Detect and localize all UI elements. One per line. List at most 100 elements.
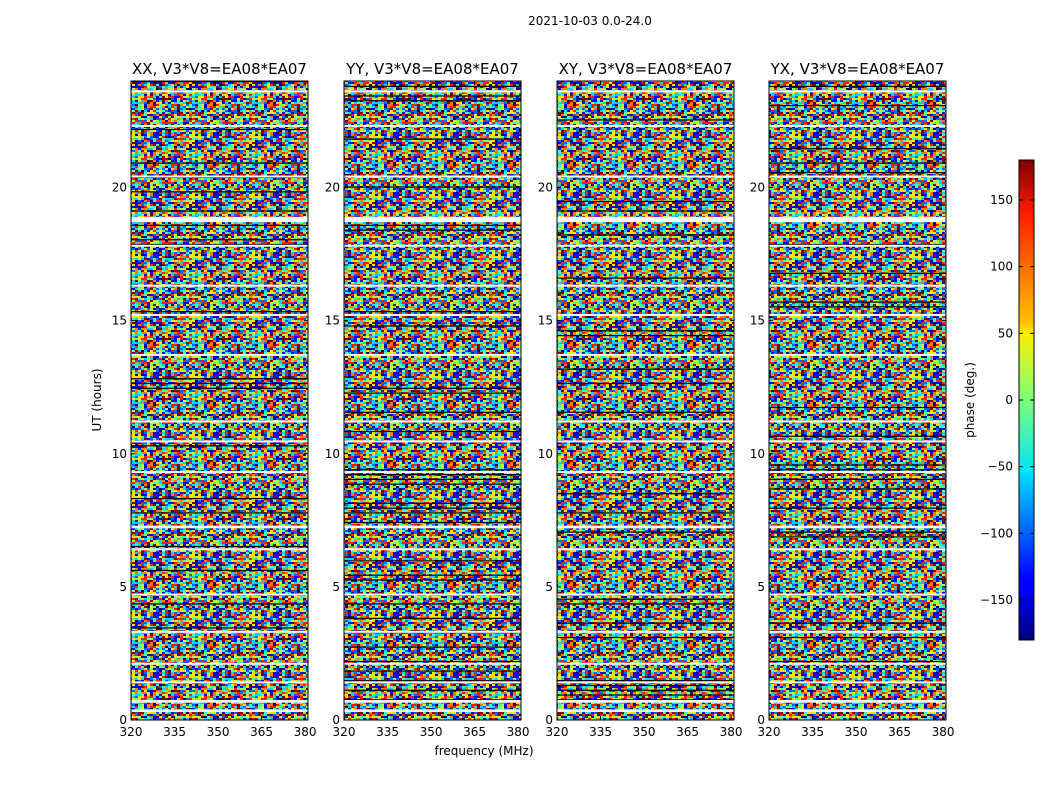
colorbar-label: phase (deg.) bbox=[963, 362, 977, 438]
flagged-band bbox=[344, 313, 521, 316]
row-band bbox=[557, 598, 734, 600]
flagged-band bbox=[131, 175, 308, 178]
y-tick-label: 0 bbox=[119, 713, 127, 727]
y-tick-label: 15 bbox=[112, 314, 127, 328]
panel-title: YY, V3*V8=EA08*EA07 bbox=[345, 60, 519, 78]
row-band bbox=[344, 512, 521, 514]
flagged-band bbox=[344, 90, 521, 93]
x-tick-label: 335 bbox=[163, 725, 186, 739]
row-band bbox=[557, 368, 734, 370]
row-band bbox=[557, 330, 734, 332]
row-band bbox=[131, 311, 308, 313]
row-band bbox=[769, 478, 946, 480]
flagged-band bbox=[131, 471, 308, 474]
flagged-band bbox=[769, 630, 946, 633]
y-tick-label: 20 bbox=[112, 181, 127, 195]
flagged-band bbox=[131, 525, 308, 529]
x-tick-label: 335 bbox=[376, 725, 399, 739]
flagged-band bbox=[769, 700, 946, 703]
row-band bbox=[344, 392, 521, 394]
row-band bbox=[344, 387, 521, 389]
row-band bbox=[769, 148, 946, 150]
flagged-band bbox=[557, 175, 734, 178]
panels-layer: XX, V3*V8=EA08*EA07 320 335 350 365 380 0 5 10 15… bbox=[112, 60, 955, 739]
row-band bbox=[557, 622, 734, 624]
row-band bbox=[769, 469, 946, 471]
x-tick-label: 365 bbox=[463, 725, 486, 739]
row-band bbox=[344, 311, 521, 313]
x-tick-label: 335 bbox=[801, 725, 824, 739]
row-band bbox=[131, 81, 308, 83]
flagged-band bbox=[769, 313, 946, 316]
flagged-band bbox=[557, 313, 734, 316]
colorbar-tick-label: 100 bbox=[990, 260, 1013, 274]
row-band bbox=[344, 411, 521, 413]
row-band bbox=[769, 488, 946, 490]
row-band bbox=[557, 636, 734, 639]
flagged-band bbox=[131, 124, 308, 127]
x-tick-label: 380 bbox=[720, 725, 743, 739]
y-tick-label: 5 bbox=[545, 580, 553, 594]
row-band bbox=[131, 387, 308, 389]
y-axis-label: UT (hours) bbox=[90, 368, 104, 431]
row-band bbox=[344, 229, 521, 231]
x-tick-label: 380 bbox=[507, 725, 530, 739]
page-title: 2021-10-03 0.0-24.0 bbox=[528, 14, 652, 28]
row-band bbox=[344, 646, 521, 648]
flagged-band bbox=[344, 709, 521, 713]
y-tick-label: 20 bbox=[325, 181, 340, 195]
flagged-band bbox=[557, 244, 734, 247]
flagged-band bbox=[131, 90, 308, 93]
flagged-band bbox=[769, 284, 946, 287]
row-band bbox=[344, 138, 521, 140]
flagged-band bbox=[769, 440, 946, 443]
flagged-band bbox=[769, 681, 946, 684]
row-band bbox=[557, 234, 734, 236]
flagged-band bbox=[557, 700, 734, 703]
flagged-band bbox=[557, 90, 734, 93]
row-band bbox=[131, 128, 308, 131]
flagged-band bbox=[769, 90, 946, 93]
x-tick-label: 365 bbox=[676, 725, 699, 739]
row-band bbox=[769, 536, 946, 538]
panel-2: XY, V3*V8=EA08*EA07 320 335 350 365 380 0 5 10 15… bbox=[538, 60, 743, 739]
x-axis-label: frequency (MHz) bbox=[434, 744, 533, 758]
flagged-band bbox=[769, 709, 946, 713]
x-tick-label: 365 bbox=[888, 725, 911, 739]
row-band bbox=[344, 502, 521, 504]
flagged-band bbox=[131, 709, 308, 713]
row-band bbox=[557, 531, 734, 533]
flagged-band bbox=[131, 681, 308, 684]
phase-heatmap bbox=[131, 81, 308, 720]
row-band bbox=[131, 512, 308, 514]
row-band bbox=[131, 191, 308, 193]
flagged-band bbox=[131, 244, 308, 247]
flagged-band bbox=[557, 440, 734, 443]
row-band bbox=[557, 493, 734, 495]
row-band bbox=[131, 497, 308, 500]
flagged-band bbox=[131, 593, 308, 596]
row-band bbox=[557, 689, 734, 691]
colorbar-tick-label: 150 bbox=[990, 193, 1013, 207]
row-band bbox=[557, 603, 734, 605]
flagged-band bbox=[131, 284, 308, 287]
flagged-band bbox=[344, 662, 521, 665]
y-tick-label: 5 bbox=[119, 580, 127, 594]
phase-heatmap bbox=[557, 81, 734, 720]
row-band bbox=[769, 507, 946, 509]
row-band bbox=[131, 162, 308, 164]
row-band bbox=[769, 306, 946, 308]
x-tick-label: 320 bbox=[758, 725, 781, 739]
flagged-band bbox=[557, 216, 734, 223]
row-band bbox=[769, 172, 946, 174]
x-tick-label: 335 bbox=[589, 725, 612, 739]
row-band bbox=[131, 239, 308, 241]
phase-heatmap bbox=[769, 81, 946, 720]
flagged-band bbox=[344, 548, 521, 551]
row-band bbox=[344, 521, 521, 524]
flagged-band bbox=[344, 175, 521, 178]
row-band bbox=[769, 636, 946, 639]
flagged-band bbox=[344, 681, 521, 684]
colorbar: phase (deg.) 150 100 50 0 −50 −100 −150 bbox=[963, 159, 1035, 641]
row-band bbox=[131, 445, 308, 447]
